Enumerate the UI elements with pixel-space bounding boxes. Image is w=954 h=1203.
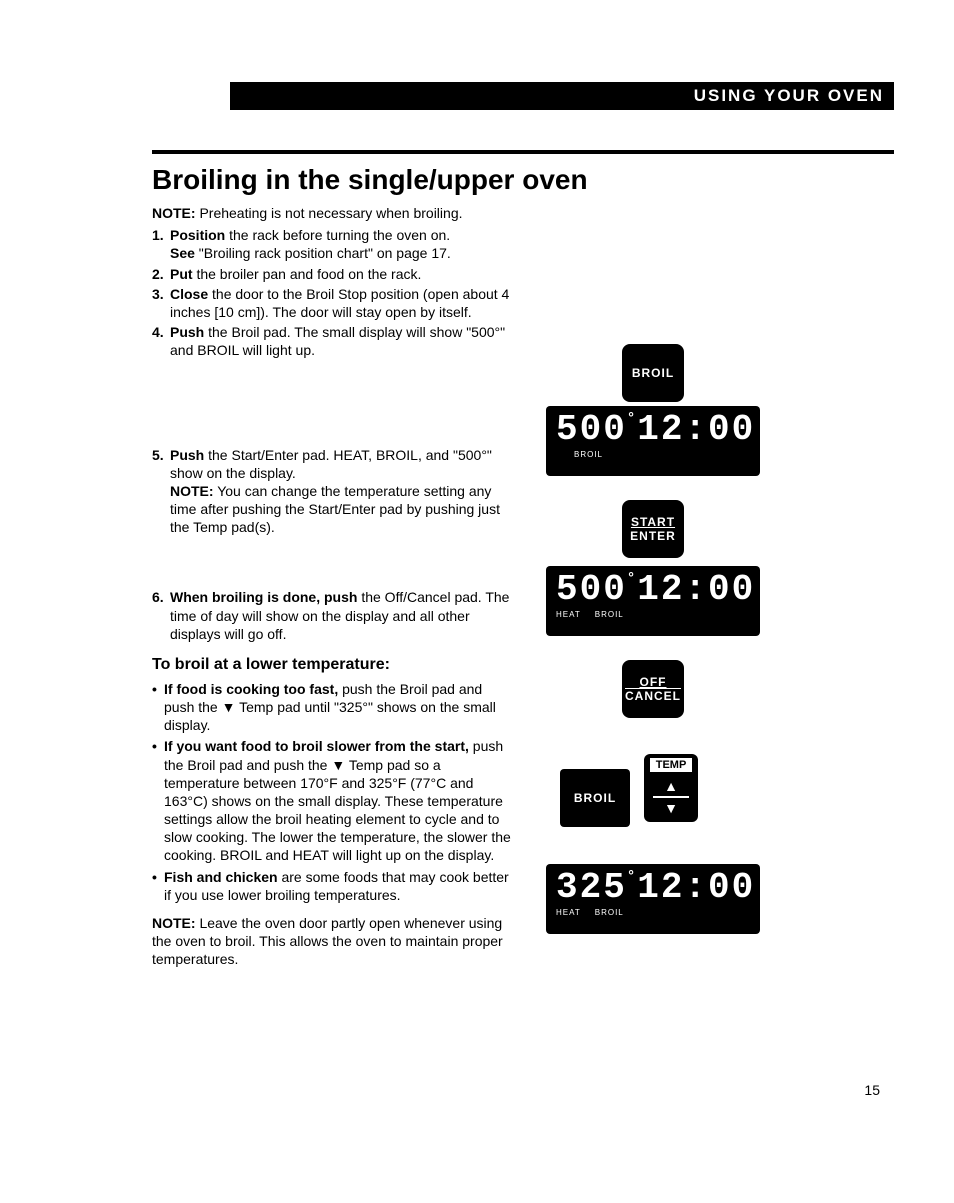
step-2: 2. Put the broiler pan and food on the r… [152, 265, 512, 283]
temp-up-icon: ▲ [653, 776, 689, 796]
bullet-too-fast: • If food is cooking too fast, push the … [152, 680, 512, 735]
bullet-slower-start: • If you want food to broil slower from … [152, 737, 512, 864]
bullet-fish-chicken: • Fish and chicken are some foods that m… [152, 868, 512, 904]
step-1: 1. Position the rack before turning the … [152, 226, 512, 262]
page-content: Broiling in the single/upper oven NOTE: … [152, 150, 894, 1144]
temp-pad: TEMP ▲ ▼ [644, 754, 698, 822]
horizontal-rule [152, 150, 894, 154]
section-header: USING YOUR OVEN [230, 82, 894, 110]
display-heat-broil-500: 500° 12:00 HEAT BROIL [546, 566, 760, 636]
temp-down-icon: ▼ [653, 798, 689, 818]
instruction-column: NOTE: NOTE: Preheating is not necessary … [152, 204, 512, 1144]
subheading-lower-temp: To broil at a lower temperature: [152, 655, 512, 676]
page-number: 15 [864, 1082, 880, 1098]
display-heat-broil-325: 325° 12:00 HEAT BROIL [546, 864, 760, 934]
step-4: 4. Push the Broil pad. The small display… [152, 323, 512, 359]
step-5: 5. Push the Start/Enter pad. HEAT, BROIL… [152, 446, 512, 537]
broil-pad-2: BROIL [560, 769, 630, 827]
step-3: 3. Close the door to the Broil Stop posi… [152, 285, 512, 321]
page-title: Broiling in the single/upper oven [152, 164, 894, 196]
illustration-column: BROIL 500° 12:00 BROIL START ENTER [534, 204, 894, 1144]
step-6: 6. When broiling is done, push the Off/C… [152, 588, 512, 643]
display-broil-500: 500° 12:00 BROIL [546, 406, 760, 476]
note-preheat: NOTE: NOTE: Preheating is not necessary … [152, 204, 512, 222]
note-door-open: NOTE: Leave the oven door partly open wh… [152, 914, 512, 969]
broil-pad: BROIL [622, 344, 684, 402]
start-enter-pad: START ENTER [622, 500, 684, 558]
off-cancel-pad: OFF CANCEL [622, 660, 684, 718]
